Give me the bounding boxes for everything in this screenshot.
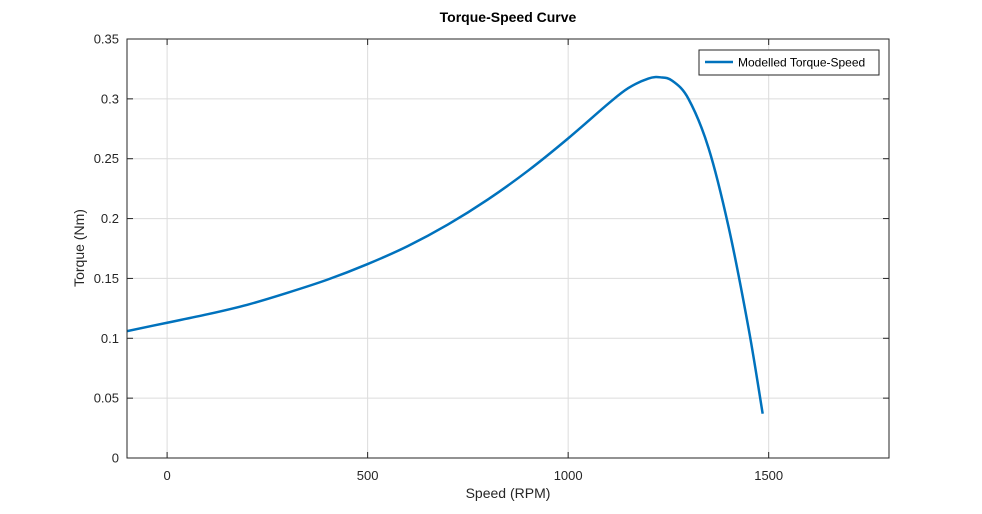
legend: Modelled Torque-Speed <box>698 49 880 76</box>
legend-entry-label: Modelled Torque-Speed <box>738 56 865 70</box>
plot-background <box>127 39 889 458</box>
ticks: 0 500 1000 1500 0 0.05 0.1 0.15 0.2 0.25 0.3 0.35 <box>94 32 889 483</box>
y-tick-label: 0 <box>112 451 119 466</box>
y-tick-label: 0.3 <box>101 91 119 106</box>
x-axis-label: Speed (RPM) <box>466 485 551 501</box>
y-tick-label: 0.25 <box>94 151 119 166</box>
y-axis-label: Torque (Nm) <box>71 209 87 287</box>
y-tick-label: 0.05 <box>94 391 119 406</box>
x-tick-label: 500 <box>357 468 379 483</box>
y-tick-label: 0.1 <box>101 331 119 346</box>
x-tick-label: 0 <box>163 468 170 483</box>
x-tick-label: 1500 <box>754 468 783 483</box>
x-tick-label: 1000 <box>554 468 583 483</box>
y-tick-label: 0.2 <box>101 211 119 226</box>
chart-title: Torque-Speed Curve <box>440 9 577 25</box>
plot-frame <box>126 38 890 459</box>
y-tick-label: 0.35 <box>94 32 119 47</box>
series-layer <box>126 75 764 414</box>
series-line-modelled-torque-speed <box>126 75 764 414</box>
y-tick-label: 0.15 <box>94 271 119 286</box>
